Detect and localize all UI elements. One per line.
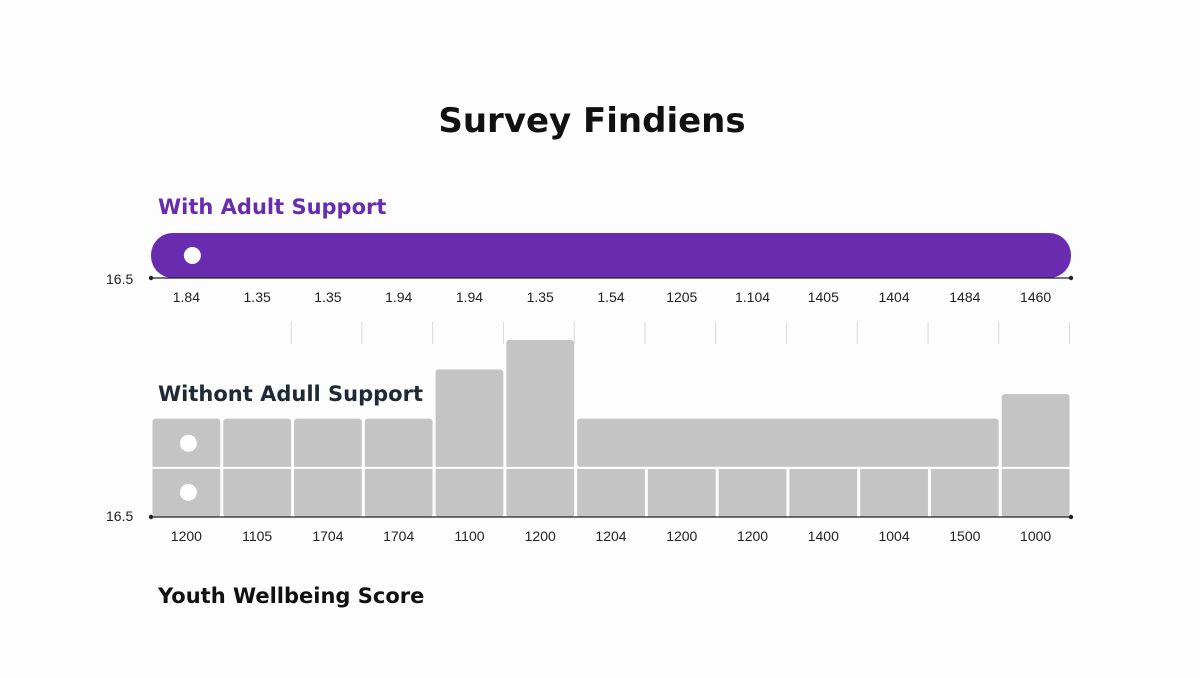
bar-5	[506, 340, 575, 517]
bottom-tick-label-2: 1704	[312, 528, 343, 544]
top-tick-label-10: 1404	[878, 289, 909, 305]
bottom-tick-label-8: 1200	[737, 528, 768, 544]
bottom-tick-label-11: 1500	[949, 528, 980, 544]
bar-12	[1001, 394, 1070, 517]
bottom-tick-label-0: 1200	[171, 528, 202, 544]
top-axis-value: 16.5	[106, 271, 133, 287]
bottom-tick-label-1: 1105	[242, 528, 272, 544]
bar-7	[647, 468, 716, 517]
top-axis-end-dot	[1068, 275, 1074, 281]
series-label-with-support: With Adult Support	[158, 195, 386, 219]
bar-4	[435, 369, 504, 517]
top-tick-label-12: 1460	[1020, 289, 1051, 305]
top-grid-lines	[290, 322, 1071, 344]
bar-11	[930, 468, 999, 517]
bottom-tick-label-10: 1004	[878, 528, 909, 544]
merged-band	[577, 418, 999, 467]
x-axis-label: Youth Wellbeing Score	[157, 584, 424, 608]
bottom-axis-value: 16.5	[106, 508, 133, 524]
bottom-tick-label-12: 1000	[1020, 528, 1051, 544]
bottom-tick-label-6: 1204	[595, 528, 626, 544]
top-tick-label-3: 1.94	[385, 289, 412, 305]
top-tick-label-7: 1205	[666, 289, 697, 305]
top-tick-label-8: 1.104	[735, 289, 770, 305]
top-tick-label-2: 1.35	[314, 289, 341, 305]
support-bar	[151, 233, 1071, 278]
bottom-tick-labels: 1200 1105 1704 1704 1100 1200 1204 1200 1200 1400…	[171, 528, 1052, 544]
bottom-tick-label-3: 1704	[383, 528, 414, 544]
bar-8	[718, 468, 787, 517]
top-tick-label-6: 1.54	[597, 289, 624, 305]
top-tick-label-0: 1.84	[173, 289, 200, 305]
bottom-tick-label-5: 1200	[525, 528, 556, 544]
top-tick-label-11: 1484	[949, 289, 980, 305]
bottom-tick-label-4: 1100	[454, 528, 484, 544]
bottom-tick-label-9: 1400	[808, 528, 839, 544]
series-label-without-support: Withont Adull Support	[158, 382, 423, 406]
bar-9	[789, 468, 858, 517]
top-tick-label-5: 1.35	[527, 289, 554, 305]
top-tick-label-9: 1405	[808, 289, 839, 305]
bottom-axis-end-dot	[1068, 514, 1074, 520]
top-marker-0	[183, 247, 201, 264]
bottom-axis-start-dot	[148, 514, 154, 520]
top-panel	[148, 233, 1074, 281]
chart-title: Survey Findiens	[438, 101, 745, 141]
bar-10	[860, 468, 928, 517]
bottom-marker-1	[179, 483, 197, 501]
top-tick-label-1: 1.35	[244, 289, 271, 305]
bar-6	[577, 468, 645, 517]
bottom-tick-label-7: 1200	[666, 528, 697, 544]
bottom-panel	[148, 340, 1074, 520]
top-axis-start-dot	[148, 275, 154, 281]
top-tick-labels: 1.84 1.35 1.35 1.94 1.94 1.35 1.54 1205 1.104 140…	[173, 289, 1052, 305]
bottom-marker-0	[179, 434, 197, 452]
top-tick-label-4: 1.94	[456, 289, 483, 305]
